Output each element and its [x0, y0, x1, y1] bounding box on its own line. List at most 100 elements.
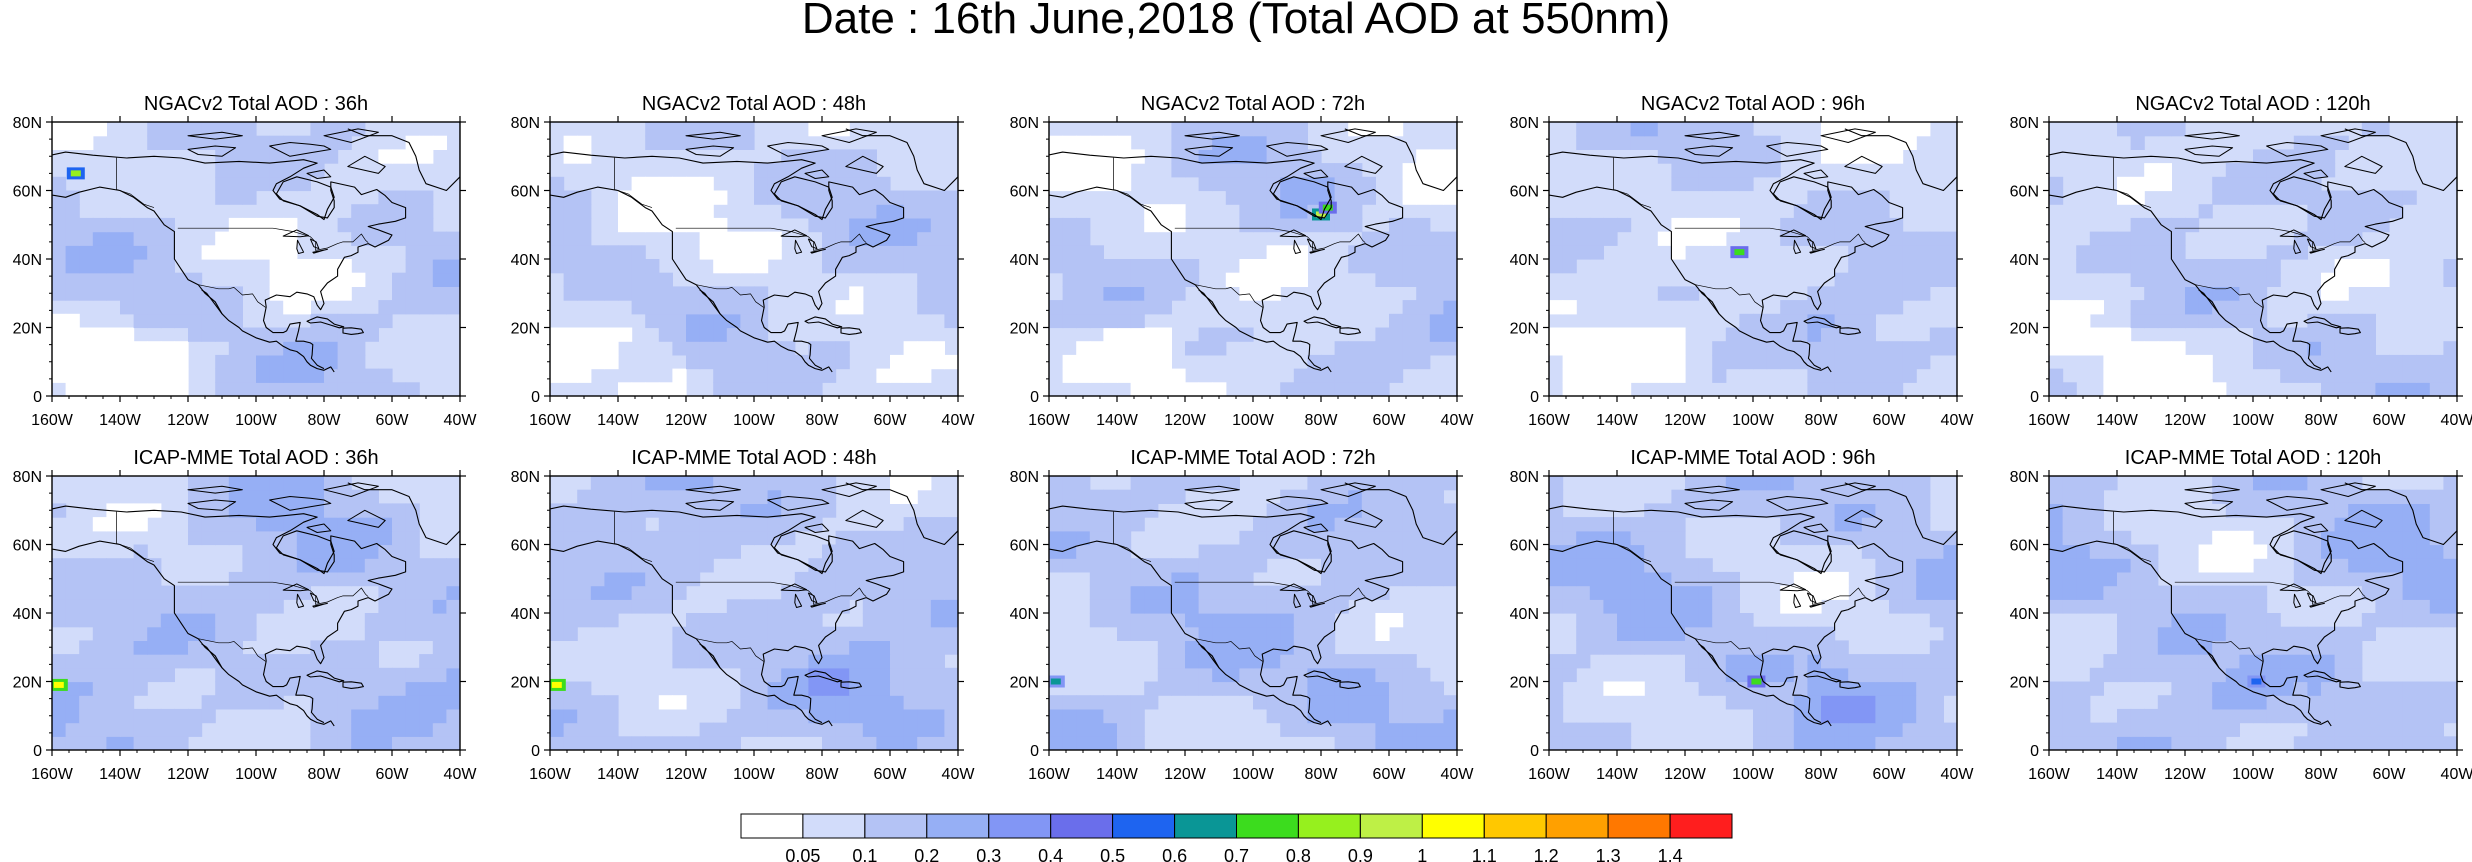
lat-label: 60N	[2010, 538, 2039, 555]
lon-label: 100W	[2232, 766, 2275, 783]
lon-label: 80W	[308, 766, 342, 783]
coastlines	[550, 122, 958, 373]
lon-label: 160W	[31, 766, 74, 783]
lat-label: 40N	[2010, 252, 2039, 269]
lat-label: 40N	[13, 252, 42, 269]
lon-label: 80W	[1305, 412, 1339, 429]
aod-field	[1549, 122, 1957, 396]
lat-label: 60N	[1510, 184, 1539, 201]
lon-label: 40W	[1441, 766, 1475, 783]
lon-label: 140W	[1096, 766, 1139, 783]
panel-title: ICAP-MME Total AOD : 72h	[1130, 447, 1375, 469]
lat-label: 20N	[1010, 321, 1039, 338]
lon-label: 100W	[235, 412, 278, 429]
coastlines	[52, 122, 460, 373]
colorbar-swatch	[988, 813, 1052, 839]
lat-label: 60N	[1010, 538, 1039, 555]
coastlines	[550, 476, 958, 727]
map-panel-icap-mme-36h: 0 20N 40N 60N 80N 160W 140W 120W 100W 80W 60W 40W IC…	[13, 447, 478, 783]
lat-label: 0	[33, 743, 42, 760]
lon-label: 140W	[99, 412, 142, 429]
lon-label: 140W	[99, 766, 142, 783]
lat-label: 20N	[13, 675, 42, 692]
lon-label: 120W	[2164, 412, 2207, 429]
lon-label: 140W	[1596, 412, 1639, 429]
lat-label: 80N	[2010, 115, 2039, 132]
aod-field	[2049, 476, 2457, 750]
map-panel-icap-mme-48h: 0 20N 40N 60N 80N 160W 140W 120W 100W 80W 60W 40W IC…	[511, 447, 976, 783]
lat-label: 60N	[2010, 184, 2039, 201]
coastlines	[2049, 476, 2457, 727]
aod-field	[550, 476, 958, 750]
colorbar-swatch	[1297, 813, 1361, 839]
lat-label: 40N	[2010, 606, 2039, 623]
coastlines	[52, 476, 460, 727]
colorbar-label: 0.7	[1224, 846, 1249, 862]
lon-label: 120W	[167, 412, 210, 429]
panel-title: ICAP-MME Total AOD : 120h	[2125, 447, 2381, 469]
map-panel-ngacv2-96h: 0 20N 40N 60N 80N 160W 140W 120W 100W 80W 60W 40W NG…	[1510, 93, 1975, 429]
colorbar-label: 0.1	[852, 846, 877, 862]
lon-label: 60W	[376, 766, 410, 783]
lon-label: 80W	[806, 412, 840, 429]
lat-label: 80N	[13, 469, 42, 486]
colorbar-label: 0.4	[1038, 846, 1063, 862]
colorbar-swatch	[1050, 813, 1114, 839]
lon-label: 40W	[2441, 766, 2472, 783]
lon-label: 60W	[1873, 766, 1907, 783]
lon-label: 80W	[308, 412, 342, 429]
colorbar-swatch	[1236, 813, 1299, 839]
aod-field	[52, 476, 460, 750]
colorbar-swatch	[926, 813, 990, 839]
panel-title: NGACv2 Total AOD : 48h	[642, 93, 866, 115]
lat-label: 40N	[1510, 606, 1539, 623]
panel-title: ICAP-MME Total AOD : 48h	[631, 447, 876, 469]
lon-label: 160W	[1028, 412, 1071, 429]
lat-label: 40N	[1010, 252, 1039, 269]
lon-label: 160W	[2028, 766, 2071, 783]
colorbar-label: 0.8	[1286, 846, 1311, 862]
lon-label: 80W	[1305, 766, 1339, 783]
lon-label: 40W	[2441, 412, 2472, 429]
colorbar-swatch	[802, 813, 866, 839]
lat-label: 0	[1030, 389, 1039, 406]
lon-label: 100W	[1732, 766, 1775, 783]
lat-label: 0	[1530, 389, 1539, 406]
lat-label: 60N	[13, 538, 42, 555]
colorbar-label: 0.9	[1348, 846, 1373, 862]
lon-label: 40W	[444, 412, 478, 429]
lon-label: 60W	[874, 766, 908, 783]
lon-label: 60W	[1373, 766, 1407, 783]
aod-field	[1549, 476, 1957, 750]
colorbar-swatch	[1421, 813, 1485, 839]
lat-label: 20N	[1010, 675, 1039, 692]
coastlines	[1049, 476, 1457, 727]
aod-hotspot	[1734, 249, 1745, 256]
panel-title: ICAP-MME Total AOD : 36h	[133, 447, 378, 469]
aod-hotspot	[551, 681, 562, 688]
lon-label: 80W	[2305, 412, 2339, 429]
colorbar-label: 1.2	[1534, 846, 1559, 862]
lon-label: 60W	[2373, 766, 2407, 783]
lon-label: 140W	[2096, 766, 2139, 783]
lon-label: 100W	[235, 766, 278, 783]
lon-label: 40W	[444, 766, 478, 783]
lon-label: 80W	[1805, 412, 1839, 429]
panel-title: NGACv2 Total AOD : 36h	[144, 93, 368, 115]
lat-label: 20N	[1510, 321, 1539, 338]
map-panel-ngacv2-120h: 0 20N 40N 60N 80N 160W 140W 120W 100W 80W 60W 40W NG…	[2010, 93, 2472, 429]
aod-field	[1049, 476, 1457, 750]
lon-label: 120W	[1164, 766, 1207, 783]
lon-label: 100W	[1232, 412, 1275, 429]
lat-label: 20N	[511, 321, 540, 338]
aod-hotspot	[1751, 678, 1762, 685]
lat-label: 80N	[1010, 115, 1039, 132]
map-panels: 0 20N 40N 60N 80N 160W 140W 120W 100W 80W 60W 40W NG…	[13, 93, 2472, 783]
lon-label: 60W	[874, 412, 908, 429]
colorbar-label: 1	[1417, 846, 1427, 862]
lat-label: 40N	[1010, 606, 1039, 623]
panel-title: NGACv2 Total AOD : 72h	[1141, 93, 1365, 115]
map-panel-icap-mme-72h: 0 20N 40N 60N 80N 160W 140W 120W 100W 80W 60W 40W IC…	[1010, 447, 1475, 783]
lat-label: 60N	[13, 184, 42, 201]
